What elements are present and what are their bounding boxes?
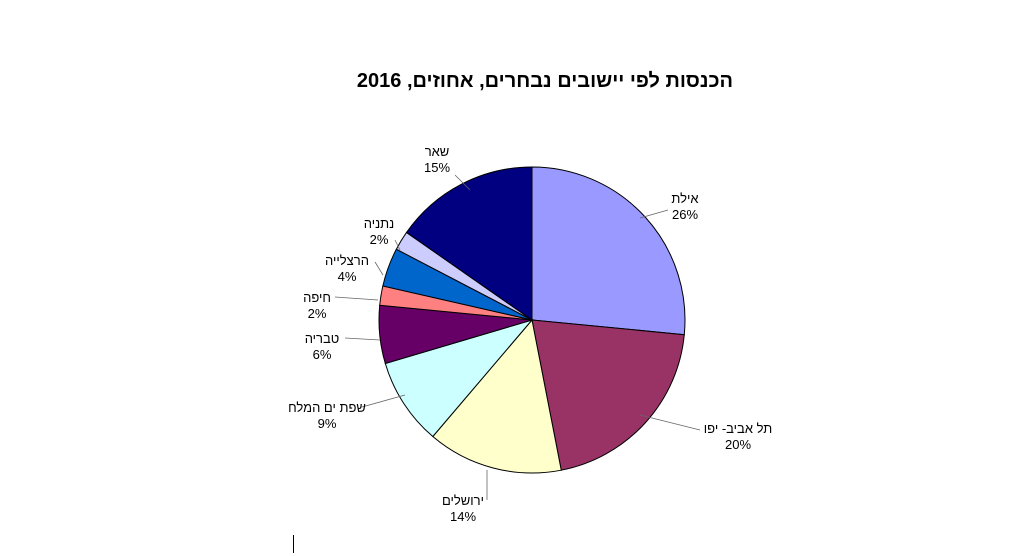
leader-line [454, 174, 471, 191]
leader-line [639, 209, 669, 219]
chart-title: הכנסות לפי יישובים נבחרים, אחוזים, 2016 [356, 70, 734, 92]
slice-name-label: נתניה [364, 216, 394, 231]
slice-value-label: 2% [370, 232, 389, 247]
slice-value-label: 26% [672, 207, 698, 222]
leader-line [374, 261, 384, 276]
pie-slice [531, 319, 685, 471]
leader-line [334, 296, 379, 301]
slice-value-label: 6% [313, 347, 332, 362]
text-cursor [293, 535, 294, 553]
slice-value-label: 2% [308, 306, 327, 321]
pie-slices [378, 166, 686, 474]
slice-value-label: 9% [318, 416, 337, 431]
leader-line [361, 394, 406, 408]
slice-name-label: ירושלים [442, 493, 484, 508]
pie-slice [405, 166, 533, 321]
slice-name-label: שאר [425, 144, 450, 159]
pie-slice [432, 318, 562, 474]
leader-line [394, 239, 401, 251]
leader-line [639, 414, 701, 431]
slice-name-label: טבריה [305, 331, 340, 346]
pie-slice [531, 166, 686, 336]
slice-value-label: 4% [338, 269, 357, 284]
slice-name-label: שפת ים המלח [288, 400, 366, 415]
slice-name-label: אילת [671, 191, 698, 206]
pie-slice [384, 319, 534, 438]
leader-lines [334, 174, 701, 500]
slice-name-label: תל אביב- יפו [704, 421, 772, 436]
leader-line [344, 337, 381, 341]
slice-value-label: 14% [450, 509, 476, 524]
slice-value-label: 20% [725, 437, 751, 452]
slice-value-label: 15% [424, 160, 450, 175]
slice-name-label: הרצלייה [325, 253, 369, 268]
slice-name-label: חיפה [303, 290, 331, 305]
